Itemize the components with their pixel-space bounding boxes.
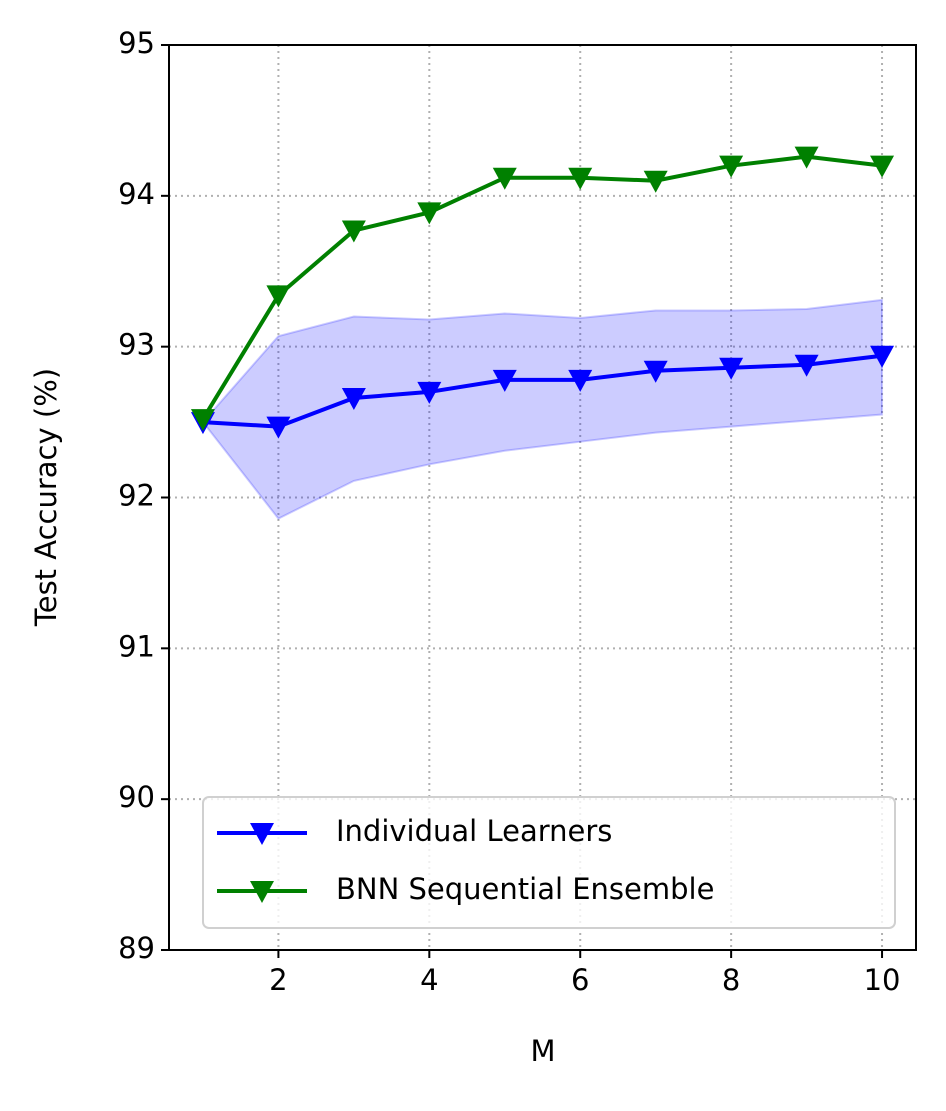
band [201,298,884,520]
series-line [201,154,883,421]
legend-label: Individual Learners [336,814,612,848]
y-tick-label: 91 [118,629,155,663]
marker [417,381,442,404]
marker [719,155,744,178]
x-tick-label: 2 [269,963,287,997]
y-axis-label: Test Accuracy (%) [29,368,63,627]
marker [794,146,819,169]
x-tick-label: 10 [864,963,901,997]
x-axis-label: M [530,1034,555,1068]
x-tick-label: 8 [722,963,740,997]
series-line [202,353,883,429]
marker [719,357,744,380]
y-tick-label: 89 [118,931,155,965]
marker [266,285,291,308]
marker [568,167,593,190]
y-tick-label: 95 [118,26,155,60]
x-tick-label: 6 [571,963,589,997]
marker [341,220,366,243]
plot-frame [168,44,917,951]
y-tick-label: 93 [118,328,155,362]
marker [341,387,366,410]
y-tick-label: 92 [118,479,155,513]
marker [568,369,593,392]
legend-label: BNN Sequential Ensemble [336,872,714,906]
marker [492,167,517,190]
marker [492,369,517,392]
marker [870,155,895,178]
marker [870,345,895,368]
legend-marker [250,881,274,903]
y-tick-label: 94 [118,177,155,211]
marker [643,170,668,193]
marker [266,416,291,439]
marker [417,202,442,225]
legend-box [202,796,896,929]
legend-marker [250,823,274,845]
y-tick-label: 90 [118,780,155,814]
x-tick-label: 4 [420,963,438,997]
marker [794,354,819,377]
marker [643,360,668,383]
marker [190,409,215,432]
